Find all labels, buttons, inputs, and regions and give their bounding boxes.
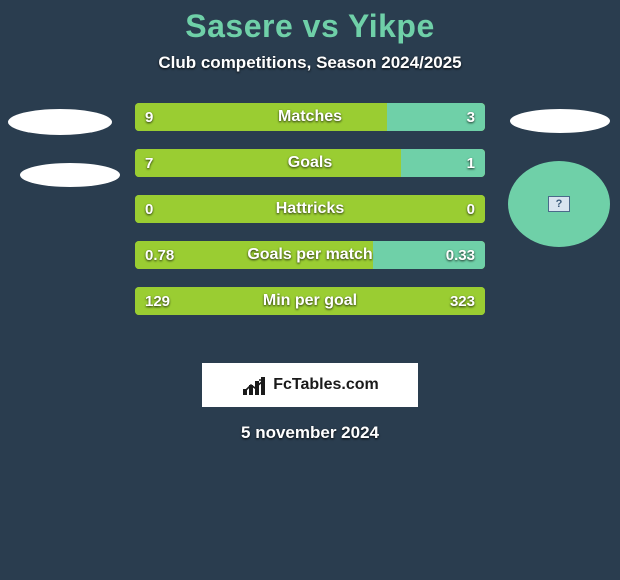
stat-row: 0.780.33Goals per match	[135, 241, 485, 269]
page-title: Sasere vs Yikpe	[0, 8, 620, 45]
player-left-avatar-1	[8, 109, 112, 135]
question-flag-icon: ?	[548, 196, 570, 212]
stat-bar-left	[135, 241, 373, 269]
stat-bar-left	[135, 287, 485, 315]
player-right-avatar-1	[510, 109, 610, 133]
date-text: 5 november 2024	[0, 423, 620, 443]
player-right-club-badge: ?	[508, 161, 610, 247]
stat-row: 00Hattricks	[135, 195, 485, 223]
brand-text: FcTables.com	[273, 376, 379, 394]
stat-bar-left	[135, 103, 387, 131]
brand-banner: FcTables.com	[202, 363, 418, 407]
stat-bar-right	[387, 103, 485, 131]
stat-bars: 93Matches 71Goals 00Hattricks 0.780.33Goals…	[135, 103, 485, 333]
stat-bar-left	[135, 149, 401, 177]
player-left-avatar-2	[20, 163, 120, 187]
brand-chart-icon	[241, 375, 267, 395]
comparison-card: Sasere vs Yikpe Club competitions, Seaso…	[0, 0, 620, 443]
stat-bar-left	[135, 195, 485, 223]
stat-bar-right	[373, 241, 485, 269]
stat-row: 71Goals	[135, 149, 485, 177]
stat-bar-right	[401, 149, 485, 177]
stat-row: 129323Min per goal	[135, 287, 485, 315]
subtitle: Club competitions, Season 2024/2025	[0, 53, 620, 73]
compare-area: ? 93Matches 71Goals 00Hattricks 0.780.33Goa…	[0, 103, 620, 343]
stat-row: 93Matches	[135, 103, 485, 131]
